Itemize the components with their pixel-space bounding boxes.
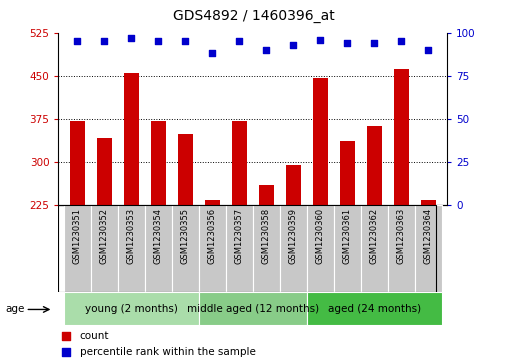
Text: aged (24 months): aged (24 months) xyxy=(328,303,421,314)
Text: GSM1230359: GSM1230359 xyxy=(289,208,298,264)
Bar xyxy=(421,200,435,205)
Bar xyxy=(205,200,219,205)
Point xyxy=(100,38,108,44)
Bar xyxy=(124,73,139,205)
Point xyxy=(62,333,70,339)
Text: GSM1230353: GSM1230353 xyxy=(127,208,136,264)
Text: GSM1230364: GSM1230364 xyxy=(424,208,433,264)
Bar xyxy=(307,292,441,325)
Bar xyxy=(64,292,199,325)
Text: GSM1230358: GSM1230358 xyxy=(262,208,271,264)
Bar xyxy=(307,205,334,292)
Bar xyxy=(178,134,193,205)
Bar xyxy=(280,205,307,292)
Point xyxy=(208,50,216,56)
Bar xyxy=(151,121,166,205)
Bar xyxy=(97,138,112,205)
Text: GDS4892 / 1460396_at: GDS4892 / 1460396_at xyxy=(173,9,335,23)
Bar xyxy=(388,205,415,292)
Point xyxy=(262,47,270,53)
Bar xyxy=(415,205,441,292)
Text: age: age xyxy=(5,304,24,314)
Bar xyxy=(91,205,118,292)
Text: GSM1230356: GSM1230356 xyxy=(208,208,217,264)
Text: young (2 months): young (2 months) xyxy=(85,303,178,314)
Bar xyxy=(172,205,199,292)
Text: middle aged (12 months): middle aged (12 months) xyxy=(186,303,319,314)
Text: GSM1230361: GSM1230361 xyxy=(343,208,352,264)
Bar xyxy=(361,205,388,292)
Bar xyxy=(118,205,145,292)
Bar xyxy=(232,121,247,205)
Text: GSM1230352: GSM1230352 xyxy=(100,208,109,264)
Bar xyxy=(334,205,361,292)
Text: GSM1230355: GSM1230355 xyxy=(181,208,190,264)
Bar xyxy=(313,77,328,205)
Text: GSM1230362: GSM1230362 xyxy=(370,208,378,264)
Point xyxy=(62,349,70,355)
Text: percentile rank within the sample: percentile rank within the sample xyxy=(80,347,256,357)
Text: GSM1230354: GSM1230354 xyxy=(154,208,163,264)
Bar xyxy=(64,205,91,292)
Point xyxy=(289,42,297,48)
Text: GSM1230351: GSM1230351 xyxy=(73,208,82,264)
Bar xyxy=(394,69,408,205)
Bar xyxy=(367,126,382,205)
Point xyxy=(316,37,324,42)
Point xyxy=(127,35,135,41)
Bar xyxy=(286,165,301,205)
Bar xyxy=(199,205,226,292)
Text: GSM1230363: GSM1230363 xyxy=(397,208,406,264)
Point xyxy=(370,40,378,46)
Text: count: count xyxy=(80,331,109,341)
Bar xyxy=(70,121,85,205)
Bar xyxy=(145,205,172,292)
Bar xyxy=(226,205,253,292)
Point xyxy=(73,38,81,44)
Point xyxy=(154,38,163,44)
Bar xyxy=(253,205,280,292)
Point xyxy=(343,40,351,46)
Bar xyxy=(259,185,274,205)
Point xyxy=(424,47,432,53)
Bar xyxy=(340,141,355,205)
Text: GSM1230360: GSM1230360 xyxy=(315,208,325,264)
Bar xyxy=(199,292,307,325)
Point xyxy=(235,38,243,44)
Point xyxy=(397,38,405,44)
Point xyxy=(181,38,189,44)
Text: GSM1230357: GSM1230357 xyxy=(235,208,244,264)
